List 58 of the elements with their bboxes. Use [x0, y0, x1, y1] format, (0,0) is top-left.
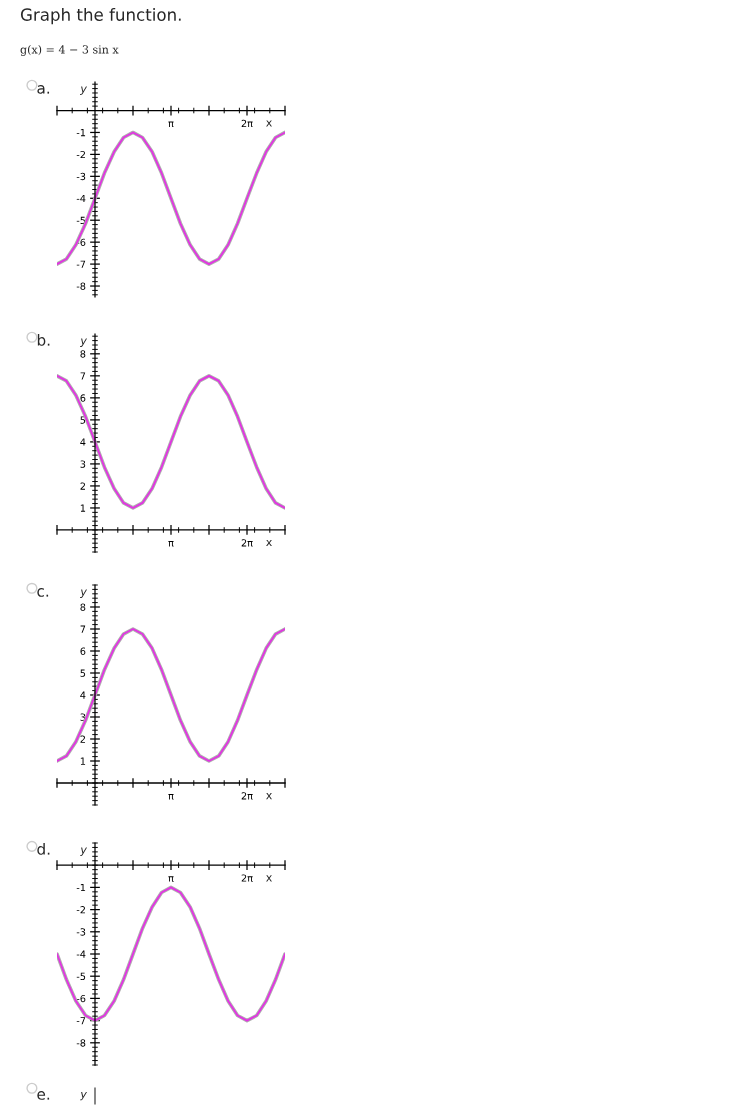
y-tick-label: -1	[76, 884, 86, 892]
y-tick-label: 7	[80, 625, 86, 633]
text: e.	[37, 1091, 50, 1100]
y-tick-label: 2	[80, 735, 85, 743]
y-tick-label: -3	[76, 172, 86, 181]
y-tick-label: -6	[76, 994, 86, 1003]
line-series	[57, 374, 285, 510]
y-tick-label: 8	[80, 350, 86, 358]
y-tick-label: 1	[80, 504, 86, 512]
y-tick-label: -5	[76, 216, 86, 225]
text: c.	[37, 588, 49, 597]
y-tick-label: -2	[76, 150, 85, 159]
y-tick-label: 7	[80, 372, 86, 380]
y-tick-label: 5	[80, 669, 86, 677]
y-tick-label: -8	[76, 1039, 86, 1047]
x-axis-title: x	[266, 793, 272, 800]
line-series	[57, 130, 285, 266]
line-series	[57, 885, 285, 1023]
y-tick-label: 1	[80, 757, 86, 765]
y-tick-label: 4	[80, 438, 86, 446]
y-axis-title: y	[80, 86, 88, 95]
text: b.	[37, 334, 50, 346]
x-tick-label: π	[168, 794, 174, 800]
text: a.	[37, 85, 50, 94]
y-tick-label: -3	[76, 928, 86, 936]
y-axis-title: y	[80, 589, 88, 598]
x-tick-label: 2π	[241, 539, 253, 547]
x-axis-title: x	[266, 875, 272, 882]
y-tick-label: -4	[76, 950, 86, 958]
y-tick-label: 6	[80, 647, 86, 655]
y-tick-label: -4	[76, 194, 86, 202]
y-tick-label: 3	[80, 460, 86, 468]
x-tick-label: 2π	[241, 792, 253, 800]
x-tick-label: π	[168, 121, 174, 128]
x-tick-label: π	[168, 541, 174, 547]
y-tick-label: 5	[80, 416, 86, 424]
y-tick-label: 8	[80, 603, 86, 611]
y-tick-label: -7	[76, 260, 86, 268]
y-tick-label: 4	[80, 691, 86, 699]
y-tick-label: -5	[76, 972, 86, 981]
y-axis-title: y	[80, 847, 88, 856]
line-series	[57, 627, 285, 763]
x-axis-title: x	[266, 120, 272, 127]
y-tick-label: 2	[80, 482, 85, 490]
x-axis-title: x	[266, 539, 272, 547]
text: y	[80, 1091, 88, 1101]
y-tick-label: 6	[80, 394, 86, 402]
chart-subtitle: g(x) = 4 − 3 sin x	[20, 45, 119, 56]
y-tick-label: -7	[76, 1017, 86, 1025]
y-tick-label: -2	[76, 906, 85, 914]
x-tick-label: 2π	[241, 119, 253, 128]
x-tick-label: π	[168, 876, 174, 882]
chart-title: Graph the function.	[20, 8, 181, 25]
y-tick-label: -1	[76, 129, 86, 137]
x-tick-label: 2π	[241, 874, 253, 882]
y-tick-label: -8	[76, 282, 86, 290]
text: d.	[37, 843, 50, 855]
y-axis-title: y	[80, 338, 88, 347]
